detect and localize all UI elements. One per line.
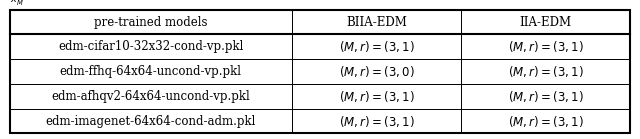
Bar xyxy=(10,109,292,133)
Bar xyxy=(10,10,292,34)
Bar xyxy=(461,34,630,59)
Text: pre-trained models: pre-trained models xyxy=(94,16,207,29)
Text: edm-ffhq-64x64-uncond-vp.pkl: edm-ffhq-64x64-uncond-vp.pkl xyxy=(60,65,242,78)
Bar xyxy=(461,10,630,34)
Text: $(M,r)=(3,0)$: $(M,r)=(3,0)$ xyxy=(339,64,414,79)
Bar xyxy=(292,84,461,109)
Text: $(M,r)=(3,1)$: $(M,r)=(3,1)$ xyxy=(508,89,584,104)
Bar xyxy=(292,109,461,133)
Text: BIIA-EDM: BIIA-EDM xyxy=(346,16,407,29)
Text: $(M,r)=(3,1)$: $(M,r)=(3,1)$ xyxy=(508,64,584,79)
Text: edm-cifar10-32x32-cond-vp.pkl: edm-cifar10-32x32-cond-vp.pkl xyxy=(58,40,243,53)
Bar xyxy=(461,84,630,109)
Bar xyxy=(10,84,292,109)
Text: $(M,r)=(3,1)$: $(M,r)=(3,1)$ xyxy=(508,39,584,54)
Bar xyxy=(292,59,461,84)
Text: $(M,r)=(3,1)$: $(M,r)=(3,1)$ xyxy=(339,114,414,129)
Bar xyxy=(292,34,461,59)
Bar xyxy=(461,109,630,133)
Bar xyxy=(10,59,292,84)
Text: edm-imagenet-64x64-cond-adm.pkl: edm-imagenet-64x64-cond-adm.pkl xyxy=(45,115,256,128)
Text: IIA-EDM: IIA-EDM xyxy=(520,16,572,29)
Bar xyxy=(292,10,461,34)
Text: edm-afhqv2-64x64-uncond-vp.pkl: edm-afhqv2-64x64-uncond-vp.pkl xyxy=(51,90,250,103)
Text: $(M,r)=(3,1)$: $(M,r)=(3,1)$ xyxy=(339,39,414,54)
Bar xyxy=(10,34,292,59)
Text: $\hat{x}^{(i)}_M$: $\hat{x}^{(i)}_M$ xyxy=(10,0,24,8)
Text: $(M,r)=(3,1)$: $(M,r)=(3,1)$ xyxy=(508,114,584,129)
Bar xyxy=(461,59,630,84)
Text: $(M,r)=(3,1)$: $(M,r)=(3,1)$ xyxy=(339,89,414,104)
Bar xyxy=(10,10,630,133)
